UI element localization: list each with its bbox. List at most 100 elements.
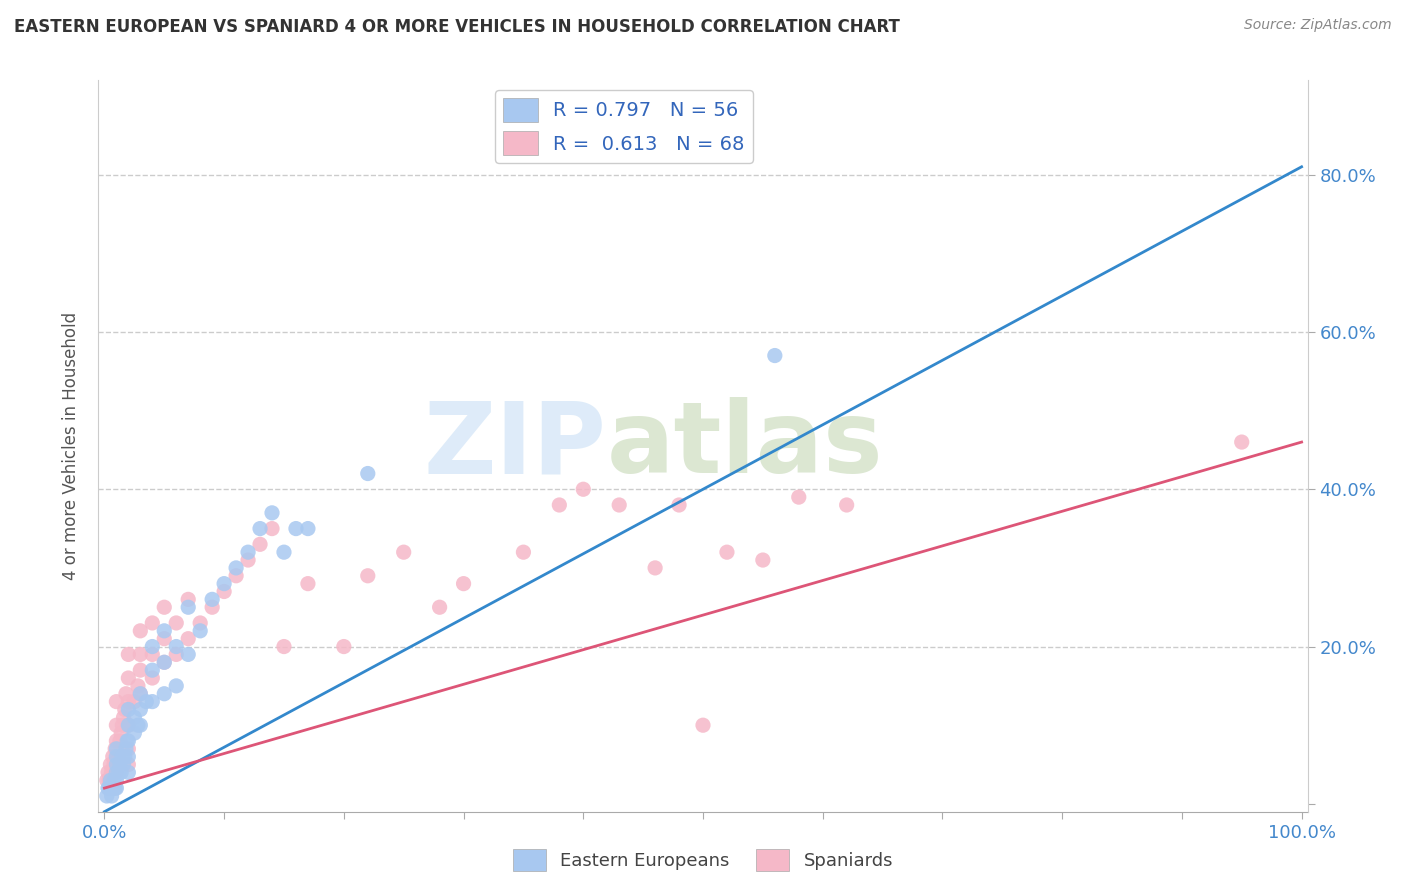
Point <box>129 687 152 701</box>
Point <box>153 655 176 669</box>
Point <box>105 749 128 764</box>
Point <box>105 741 128 756</box>
Y-axis label: 4 or more Vehicles in Household: 4 or more Vehicles in Household <box>62 312 80 580</box>
Point <box>110 765 132 780</box>
Point <box>165 679 187 693</box>
Point <box>100 789 122 803</box>
Point <box>98 781 121 796</box>
Point <box>716 545 738 559</box>
Text: atlas: atlas <box>606 398 883 494</box>
Point <box>110 726 132 740</box>
Point <box>141 671 163 685</box>
Point <box>115 734 138 748</box>
Point <box>103 757 125 772</box>
Point <box>97 781 120 796</box>
Point <box>212 576 235 591</box>
Point <box>453 576 475 591</box>
Point <box>129 687 152 701</box>
Point <box>114 702 136 716</box>
Point <box>129 648 152 662</box>
Point <box>105 765 128 780</box>
Point <box>127 718 149 732</box>
Point <box>177 600 200 615</box>
Point <box>644 561 666 575</box>
Point <box>141 663 163 677</box>
Point <box>117 741 139 756</box>
Point <box>141 648 163 662</box>
Point <box>117 671 139 685</box>
Point <box>117 718 139 732</box>
Point <box>141 615 163 630</box>
Point <box>273 640 295 654</box>
Point <box>124 710 146 724</box>
Point <box>668 498 690 512</box>
Point <box>787 490 810 504</box>
Point <box>607 498 630 512</box>
Point <box>124 695 146 709</box>
Point <box>117 734 139 748</box>
Point <box>177 648 200 662</box>
Point <box>124 726 146 740</box>
Point <box>333 640 356 654</box>
Point <box>284 522 307 536</box>
Point <box>104 741 127 756</box>
Point <box>212 584 235 599</box>
Point <box>117 718 139 732</box>
Point <box>201 600 224 615</box>
Point <box>108 757 131 772</box>
Point <box>129 702 152 716</box>
Point <box>100 773 122 788</box>
Point <box>100 757 122 772</box>
Point <box>105 781 128 796</box>
Point <box>108 734 131 748</box>
Point <box>129 718 152 732</box>
Point <box>165 640 187 654</box>
Legend: R = 0.797   N = 56, R =  0.613   N = 68: R = 0.797 N = 56, R = 0.613 N = 68 <box>495 90 752 162</box>
Point <box>692 718 714 732</box>
Point <box>357 467 380 481</box>
Point <box>392 545 415 559</box>
Point <box>115 741 138 756</box>
Point <box>153 624 176 638</box>
Point <box>1230 435 1253 450</box>
Point <box>104 781 127 796</box>
Point <box>297 576 319 591</box>
Point <box>105 757 128 772</box>
Point <box>117 749 139 764</box>
Point <box>112 757 135 772</box>
Point <box>177 592 200 607</box>
Point <box>153 600 176 615</box>
Point <box>201 592 224 607</box>
Point <box>512 545 534 559</box>
Point <box>101 749 124 764</box>
Point <box>357 568 380 582</box>
Point <box>105 734 128 748</box>
Point <box>225 561 247 575</box>
Point <box>101 781 124 796</box>
Point <box>105 695 128 709</box>
Point <box>129 663 152 677</box>
Text: Source: ZipAtlas.com: Source: ZipAtlas.com <box>1244 18 1392 32</box>
Point <box>135 695 157 709</box>
Legend: Eastern Europeans, Spaniards: Eastern Europeans, Spaniards <box>506 842 900 879</box>
Point <box>548 498 571 512</box>
Point <box>260 522 283 536</box>
Point <box>752 553 775 567</box>
Point <box>165 648 187 662</box>
Text: EASTERN EUROPEAN VS SPANIARD 4 OR MORE VEHICLES IN HOUSEHOLD CORRELATION CHART: EASTERN EUROPEAN VS SPANIARD 4 OR MORE V… <box>14 18 900 36</box>
Point <box>111 749 134 764</box>
Point <box>141 695 163 709</box>
Point <box>105 773 128 788</box>
Point <box>115 687 138 701</box>
Point <box>107 765 129 780</box>
Point <box>105 718 128 732</box>
Point <box>100 765 122 780</box>
Point <box>103 773 125 788</box>
Point <box>97 765 120 780</box>
Point <box>117 648 139 662</box>
Point <box>188 615 211 630</box>
Point <box>114 749 136 764</box>
Point <box>225 568 247 582</box>
Point <box>129 624 152 638</box>
Point <box>117 702 139 716</box>
